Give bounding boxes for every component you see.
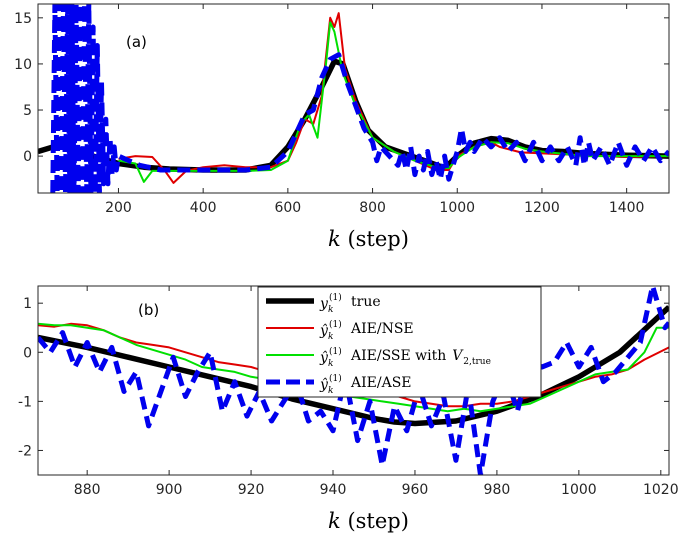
legend-subscript: k xyxy=(328,359,333,369)
panel-a-series-nse xyxy=(118,12,669,184)
legend-variable-subscript: 2,true xyxy=(463,357,491,367)
panel-a-y-tick-label: 10 xyxy=(14,57,32,73)
legend-label-ase: AIE/ASE xyxy=(350,375,412,391)
legend-variable: V xyxy=(452,348,464,364)
panel-b-y-tick-label: 1 xyxy=(23,296,32,312)
panel-a-label: (a) xyxy=(126,33,147,51)
panel-a-series-true xyxy=(38,58,669,173)
panel-b-label: (b) xyxy=(138,301,159,319)
legend-label-sse: AIE/SSE with xyxy=(350,348,446,364)
panel-b-x-tick-label: 1000 xyxy=(561,482,597,498)
panel-a-x-tick-label: 600 xyxy=(274,200,301,216)
panel-a-y-tick-label: 0 xyxy=(23,149,32,165)
legend-label-true: true xyxy=(351,294,381,310)
panel-a-axes-box xyxy=(37,3,670,194)
panel-b-y-tick-label: 0 xyxy=(23,345,32,361)
legend-superscript: (1) xyxy=(329,292,342,303)
panel-b-y-tick-label: -1 xyxy=(18,394,32,410)
legend-symbol-ase: ŷ xyxy=(319,376,329,393)
panel-b-series-ase xyxy=(38,286,669,475)
panel-b-x-tick-label: 940 xyxy=(320,482,347,498)
legend-label-nse: AIE/NSE xyxy=(350,321,414,337)
panel-b-x-tick-label: 900 xyxy=(156,482,183,498)
panel-b-x-tick-label: 980 xyxy=(484,482,511,498)
panel-a-x-tick-label: 400 xyxy=(190,200,217,216)
panel-b-axes-box xyxy=(37,285,670,476)
panel-b-x-tick-label: 880 xyxy=(74,482,101,498)
legend-symbol-nse: ŷ xyxy=(319,322,329,339)
panel-a-x-tick-label: 1400 xyxy=(609,200,645,216)
panel-b-y-tick-label: -2 xyxy=(18,443,32,459)
panel-b-x-tick-label: 920 xyxy=(238,482,265,498)
panel-b-x-tick-label: 1020 xyxy=(643,482,679,498)
panel-b: 880 900 920 940 960 980 1000 1020 1 0 -1 -2 (b) k (st… xyxy=(18,285,679,533)
panel-a-x-tick-label: 1200 xyxy=(524,200,560,216)
panel-a-x-axis-label: k (step) xyxy=(328,227,409,251)
legend-symbol-true: y xyxy=(319,296,329,312)
legend-superscript: (1) xyxy=(329,373,342,384)
panel-a-series-ase xyxy=(50,4,669,193)
panel-a-x-tick-label: 800 xyxy=(359,200,386,216)
legend-symbol-sse: ŷ xyxy=(319,349,329,366)
panel-b-x-tick-label: 960 xyxy=(402,482,429,498)
panel-a-x-tick-label: 1000 xyxy=(439,200,475,216)
panel-b-series-sse xyxy=(38,322,669,413)
panel-a-y-tick-label: 5 xyxy=(23,103,32,119)
legend-subscript: k xyxy=(328,305,333,315)
legend-subscript: k xyxy=(328,332,333,342)
legend-subscript: k xyxy=(328,386,333,396)
legend-box xyxy=(257,286,542,398)
legend-superscript: (1) xyxy=(329,319,342,330)
panel-a-x-tick-label: 200 xyxy=(105,200,132,216)
panel-a: 200 400 600 800 1000 1200 1400 0 5 10 15 (a) k (step… xyxy=(14,3,670,251)
panel-a-y-tick-label: 15 xyxy=(14,11,32,27)
panel-b-x-axis-label: k (step) xyxy=(328,509,409,533)
legend-superscript: (1) xyxy=(329,346,342,357)
